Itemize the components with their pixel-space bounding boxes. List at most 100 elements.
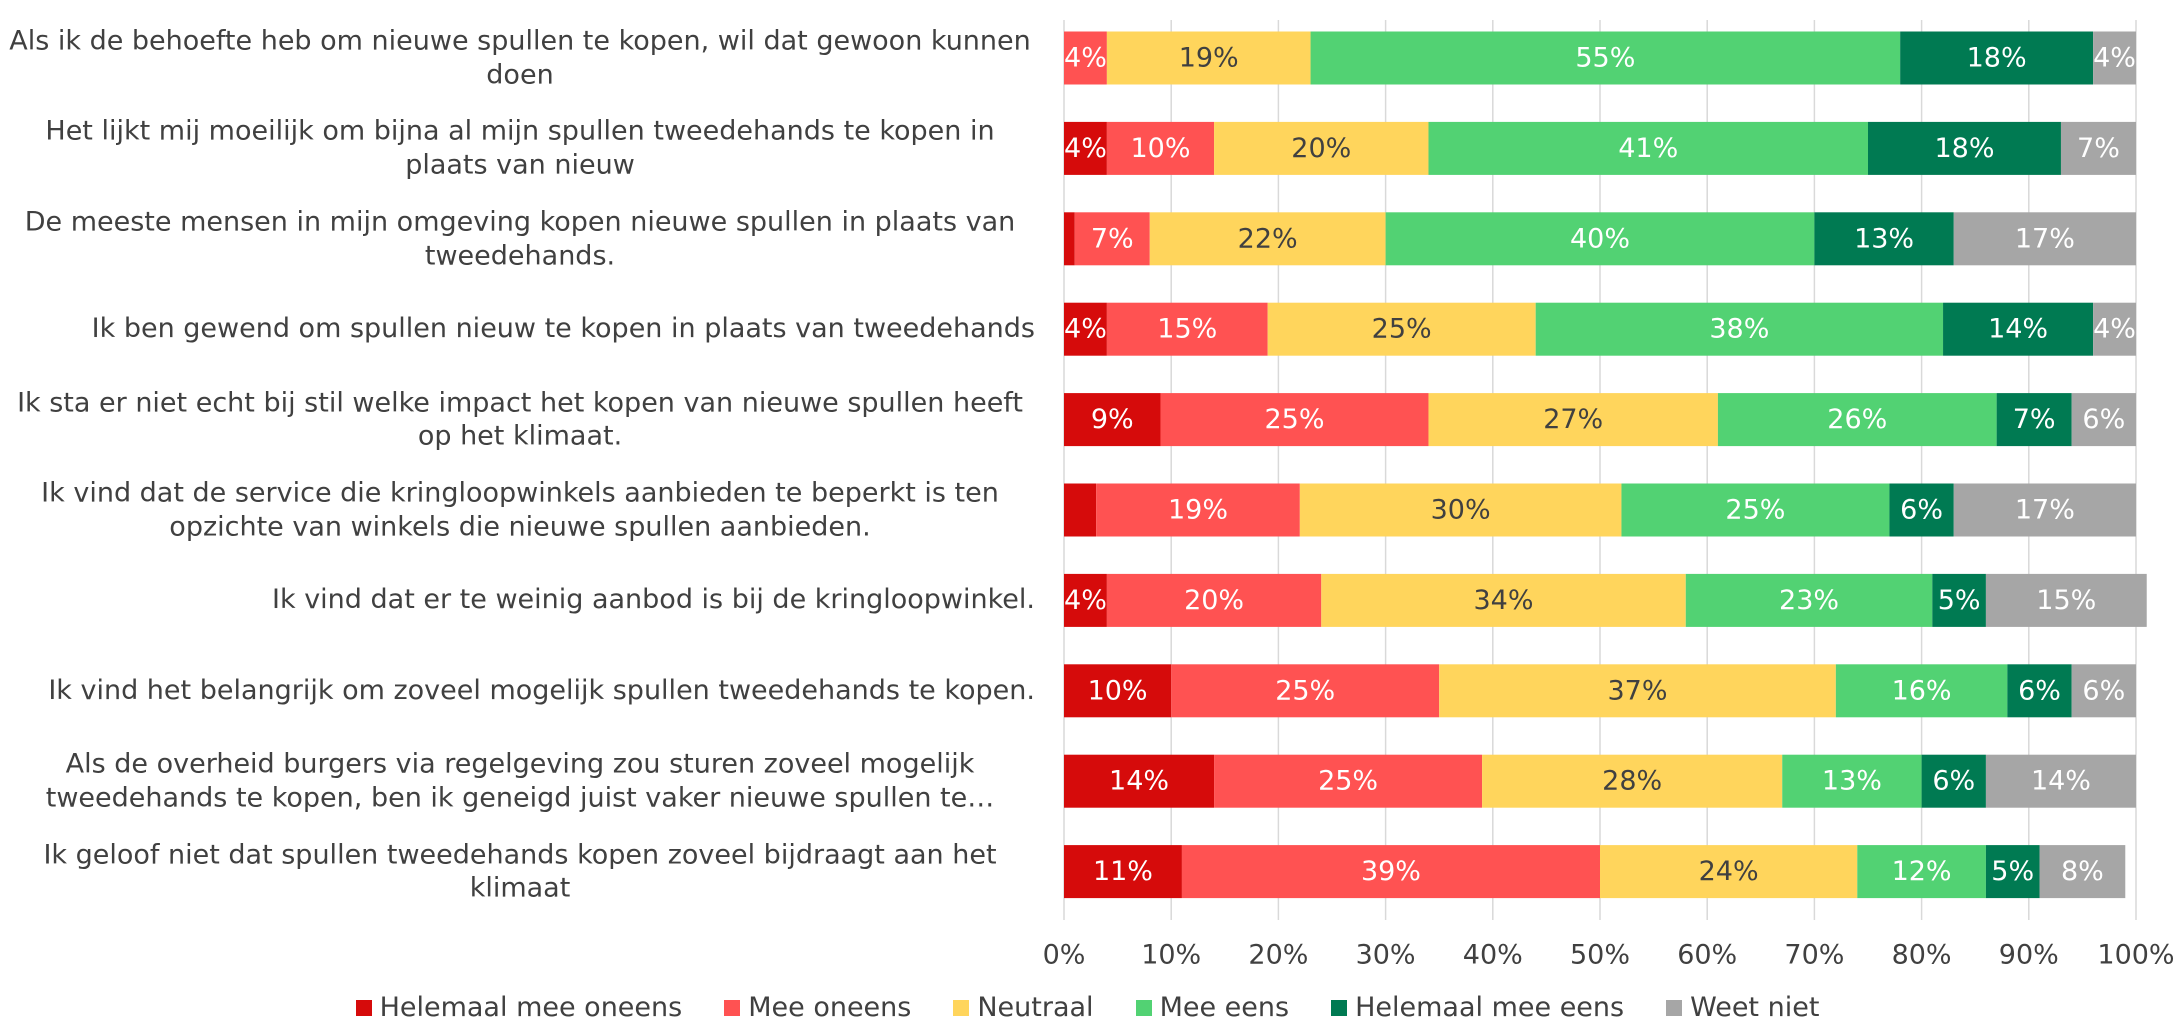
legend-item: Mee oneens [724,992,911,1023]
bar-segment [1106,121,1215,175]
bar-segment [1482,754,1783,808]
bar-segment [1985,754,2136,808]
category-label-box: Ik sta er niet echt bij stil welke impac… [5,386,1035,454]
bar-segment [2007,664,2072,718]
value-label: 38% [1709,314,1769,345]
legend-swatch [1666,999,1683,1016]
bar-segment [2039,845,2126,899]
bar-segment [1064,664,1172,718]
value-label: 37% [1608,675,1668,706]
category-label-box: Ik geloof niet dat spullen tweedehands k… [5,838,1035,906]
bar-segment [1385,212,1815,266]
bar-segment [1321,573,1686,627]
legend-item: Helemaal mee eens [1331,992,1624,1023]
bar-segment [1299,483,1622,537]
legend-item: Neutraal [953,992,1094,1023]
bar-segment [1835,664,2008,718]
x-tick-label: 60% [1677,940,1737,971]
category-label: Ik vind dat er te weinig aanbod is bij d… [272,584,1035,616]
value-label: 24% [1699,856,1759,887]
x-tick-label: 10% [1141,940,1201,971]
bar-segment [1064,573,1107,627]
bar-segment [1214,121,1429,175]
category-label: Ik geloof niet dat spullen tweedehands k… [43,838,997,904]
bar-segment [2093,302,2136,356]
value-label: 25% [1372,314,1432,345]
bar-segment [1921,754,1986,808]
category-label-box: Ik ben gewend om spullen nieuw te kopen … [5,312,1035,346]
bar-segment [1782,754,1922,808]
x-tick-label: 0% [1043,940,1086,971]
value-label: 6% [2082,404,2125,435]
bar-segment [1985,845,2040,899]
bar-segment [1985,573,2147,627]
bar-segment [1064,845,1182,899]
bar-segment [1106,302,1268,356]
bar-segment [1171,664,1440,718]
value-label: 4% [2093,314,2136,345]
value-label: 26% [1827,404,1887,435]
bar-segment [1064,483,1097,537]
bar-segment [1868,121,2061,175]
value-label: 5% [1938,585,1981,616]
x-tick-label: 80% [1892,940,1952,971]
bar-segment [1814,212,1954,266]
legend-item: Mee eens [1135,992,1289,1023]
legend-swatch [953,999,970,1016]
bar-segment [2060,121,2136,175]
value-label: 23% [1779,585,1839,616]
category-label: Ik ben gewend om spullen nieuw te kopen … [91,313,1035,345]
bar-segment [1621,483,1890,537]
value-label: 40% [1570,223,1630,254]
value-label: 14% [2031,766,2091,797]
bar-segment [1064,754,1215,808]
bar-segment [1932,573,1986,627]
bar-segment [1535,302,1944,356]
bar-segment [2093,31,2136,85]
bar-segment [1889,483,1954,537]
category-label: De meeste mensen in mijn omgeving kopen … [24,206,1016,271]
value-label: 19% [1179,43,1239,74]
legend: Helemaal mee oneens Mee oneens Neutraal Mee… [0,992,2175,1023]
value-label: 16% [1892,675,1952,706]
value-label: 20% [1291,133,1351,164]
category-label-box: Als ik de behoefte heb om nieuwe spullen… [5,24,1035,92]
value-label: 10% [1088,675,1148,706]
bar-segment [1900,31,2094,85]
bar-segment [1074,212,1150,266]
bar-segment [2071,393,2136,447]
value-label: 25% [1264,404,1324,435]
x-tick-label: 30% [1356,940,1416,971]
value-label: 18% [1967,43,2027,74]
value-label: 11% [1093,856,1153,887]
value-label: 6% [1932,766,1975,797]
category-label: Als ik de behoefte heb om nieuwe spullen… [9,25,1031,90]
value-label: 19% [1168,495,1228,526]
category-label-box: Het lijkt mij moeilijk om bijna al mijn … [5,115,1035,183]
value-label: 4% [2093,43,2136,74]
bar-segment [1428,393,1718,447]
value-label: 4% [1064,314,1107,345]
value-label: 18% [1934,133,1994,164]
x-tick-label: 20% [1248,940,1308,971]
value-label: 28% [1602,766,1662,797]
bar-segment [1857,845,1986,899]
bar-segment [1996,393,2072,447]
category-label-box: Ik vind het belangrijk om zoveel mogelij… [5,674,1035,708]
legend-swatch [1135,999,1152,1016]
bar-segment [1160,393,1429,447]
value-label: 17% [2015,495,2075,526]
x-tick-label: 70% [1784,940,1844,971]
bar-segment [2071,664,2136,718]
category-label-box: De meeste mensen in mijn omgeving kopen … [5,205,1035,273]
bar-segment [1943,302,2094,356]
value-label: 4% [1064,43,1107,74]
category-label-box: Ik vind dat er te weinig aanbod is bij d… [5,584,1035,618]
bar-segment [1064,31,1107,85]
value-label: 13% [1854,223,1914,254]
value-label: 39% [1361,856,1421,887]
bar-segment [1064,121,1107,175]
value-label: 20% [1184,585,1244,616]
bar-segment [1106,573,1322,627]
